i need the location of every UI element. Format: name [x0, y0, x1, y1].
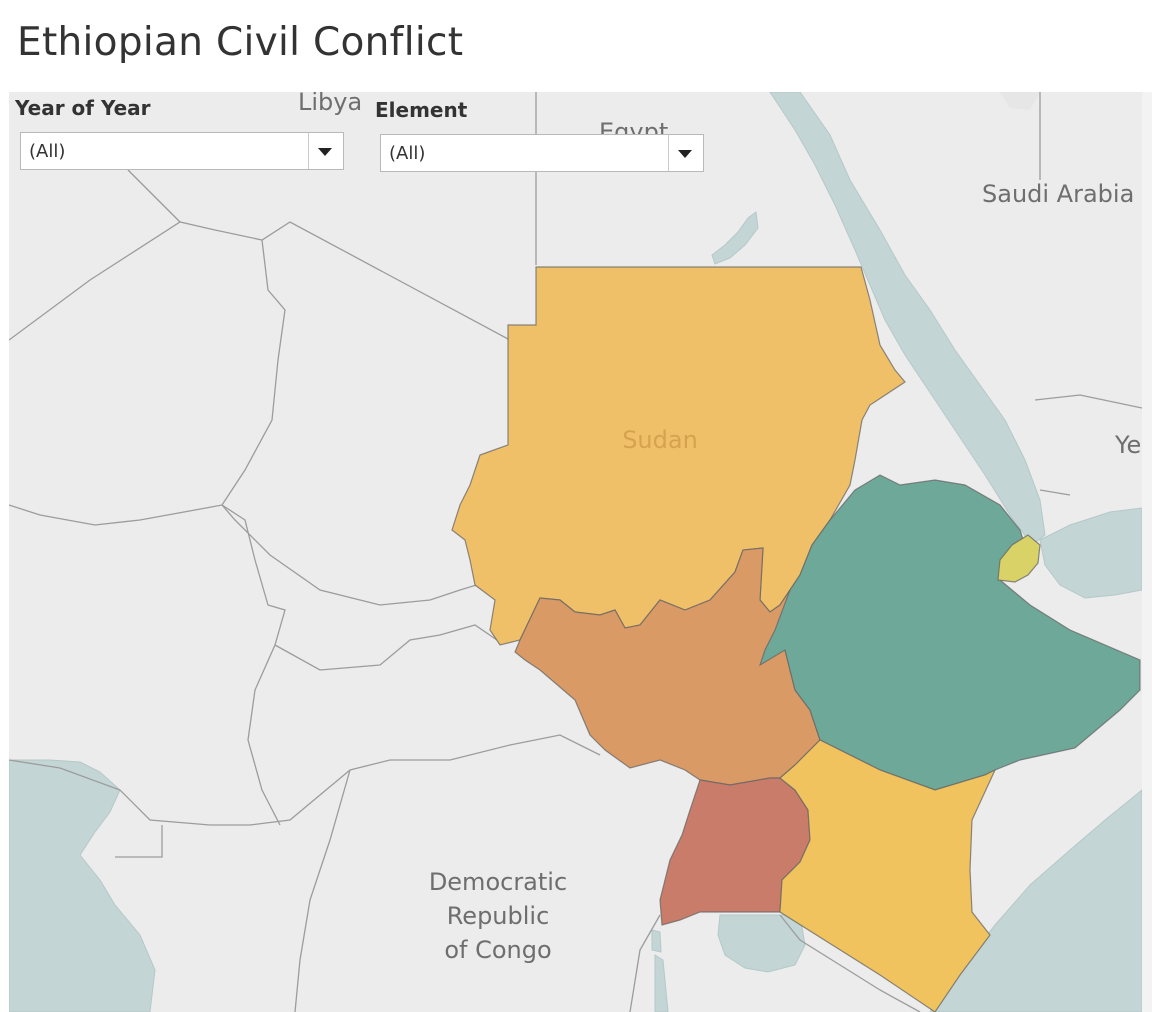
red-sea	[769, 92, 1046, 546]
year-filter-dropdown[interactable]: (All)	[20, 132, 344, 170]
map-right-edge	[1142, 92, 1152, 1012]
lake-nasser	[711, 211, 759, 265]
country-kenya[interactable]	[779, 739, 997, 1012]
other-borders	[9, 92, 1142, 1012]
year-filter-label: Year of Year	[15, 96, 151, 120]
chevron-down-icon[interactable]	[318, 148, 332, 156]
map-canvas[interactable]: Libya Egypt Saudi Arabia Ye Sudan Democr…	[9, 92, 1142, 1012]
map-view[interactable]: Libya Egypt Saudi Arabia Ye Sudan Democr…	[9, 92, 1142, 1012]
dead-sea-area	[1000, 92, 1040, 110]
country-djibouti[interactable]	[997, 534, 1041, 583]
label-sudan: Sudan	[622, 426, 698, 454]
year-filter-divider	[308, 133, 309, 169]
label-drc-line1: Democratic	[429, 868, 567, 896]
lake-tanganyika	[654, 954, 669, 1012]
label-drc-line2: Republic	[447, 902, 550, 930]
indian-ocean	[929, 789, 1142, 1012]
water-bodies	[9, 92, 1142, 1012]
gulf-of-aden	[1039, 507, 1142, 599]
year-filter-value: (All)	[29, 141, 66, 162]
element-filter-label: Element	[375, 98, 468, 122]
atlantic-ocean	[9, 759, 156, 1012]
lake-kivu	[651, 929, 662, 953]
element-filter-divider	[668, 135, 669, 171]
label-saudi-arabia: Saudi Arabia	[982, 180, 1134, 208]
dashboard-title: Ethiopian Civil Conflict	[17, 20, 464, 65]
country-ethiopia[interactable]	[758, 474, 1141, 791]
element-filter-value: (All)	[389, 143, 426, 164]
label-drc-line3: of Congo	[444, 936, 551, 964]
label-yemen: Ye	[1114, 431, 1141, 459]
chevron-down-icon[interactable]	[678, 150, 692, 158]
label-libya: Libya	[298, 92, 362, 116]
map-labels: Libya Egypt Saudi Arabia Ye Sudan Democr…	[298, 92, 1141, 964]
highlighted-countries	[451, 266, 1141, 1012]
element-filter-dropdown[interactable]: (All)	[380, 134, 704, 172]
